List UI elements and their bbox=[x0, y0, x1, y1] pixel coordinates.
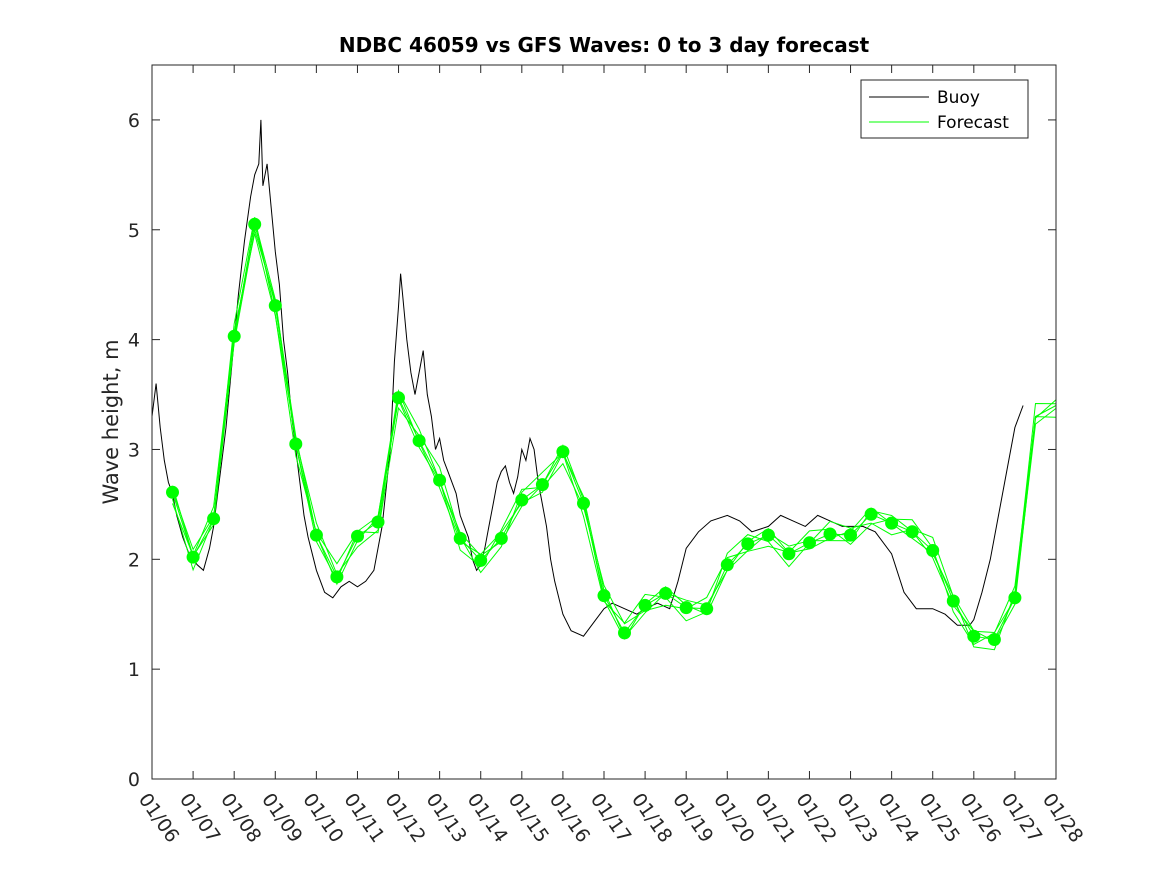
forecast-point bbox=[515, 493, 529, 507]
forecast-point bbox=[309, 528, 323, 542]
forecast-point bbox=[474, 553, 488, 567]
y-tick-label: 5 bbox=[128, 220, 140, 242]
forecast-point bbox=[597, 589, 611, 603]
forecast-point bbox=[659, 586, 673, 600]
forecast-point bbox=[987, 633, 1001, 646]
forecast-point bbox=[1008, 591, 1022, 605]
forecast-point bbox=[741, 537, 755, 551]
forecast-point bbox=[412, 434, 426, 448]
chart-title: NDBC 46059 vs GFS Waves: 0 to 3 day fore… bbox=[339, 33, 870, 57]
forecast-point bbox=[638, 598, 652, 612]
y-tick-label: 2 bbox=[128, 549, 140, 571]
legend: Buoy Forecast bbox=[860, 79, 1029, 139]
y-tick-label: 3 bbox=[128, 439, 140, 461]
forecast-point bbox=[618, 626, 631, 640]
forecast-point bbox=[803, 536, 816, 550]
legend-forecast-label: Forecast bbox=[937, 113, 1009, 133]
legend-buoy-label: Buoy bbox=[937, 88, 980, 108]
y-tick-label: 1 bbox=[128, 659, 140, 681]
forecast-point bbox=[946, 594, 960, 608]
forecast-point bbox=[844, 528, 857, 542]
y-tick-label: 6 bbox=[128, 110, 140, 132]
forecast-point bbox=[782, 547, 796, 561]
forecast-point bbox=[679, 601, 693, 615]
legend-box bbox=[860, 79, 1029, 139]
forecast-point bbox=[905, 525, 919, 539]
forecast-point bbox=[864, 507, 878, 521]
forecast-point bbox=[926, 544, 940, 557]
forecast-point bbox=[248, 217, 262, 231]
forecast-point bbox=[535, 478, 549, 492]
forecast-point bbox=[720, 558, 734, 572]
forecast-point bbox=[351, 529, 364, 543]
forecast-point bbox=[433, 473, 447, 487]
forecast-point bbox=[453, 531, 467, 545]
y-tick-label: 0 bbox=[128, 769, 140, 791]
forecast-point bbox=[577, 496, 590, 510]
forecast-point bbox=[330, 570, 344, 584]
buoy-series-line bbox=[151, 119, 1024, 637]
forecast-point bbox=[289, 437, 303, 451]
forecast-point bbox=[227, 329, 241, 343]
plot-layer bbox=[151, 119, 1057, 651]
forecast-point bbox=[268, 299, 282, 313]
forecast-point bbox=[761, 528, 775, 542]
forecast-point bbox=[186, 550, 200, 564]
forecast-point bbox=[494, 531, 508, 545]
forecast-point bbox=[885, 516, 899, 530]
forecast-point bbox=[207, 512, 221, 526]
forecast-point bbox=[823, 527, 837, 541]
y-axis-label: Wave height, m bbox=[99, 339, 123, 504]
forecast-point bbox=[371, 515, 385, 529]
forecast-point bbox=[166, 485, 179, 499]
forecast-point bbox=[392, 391, 405, 405]
forecast-point bbox=[556, 445, 570, 459]
forecast-point bbox=[967, 629, 981, 643]
y-tick-label: 4 bbox=[128, 330, 140, 352]
forecast-point bbox=[700, 602, 714, 616]
